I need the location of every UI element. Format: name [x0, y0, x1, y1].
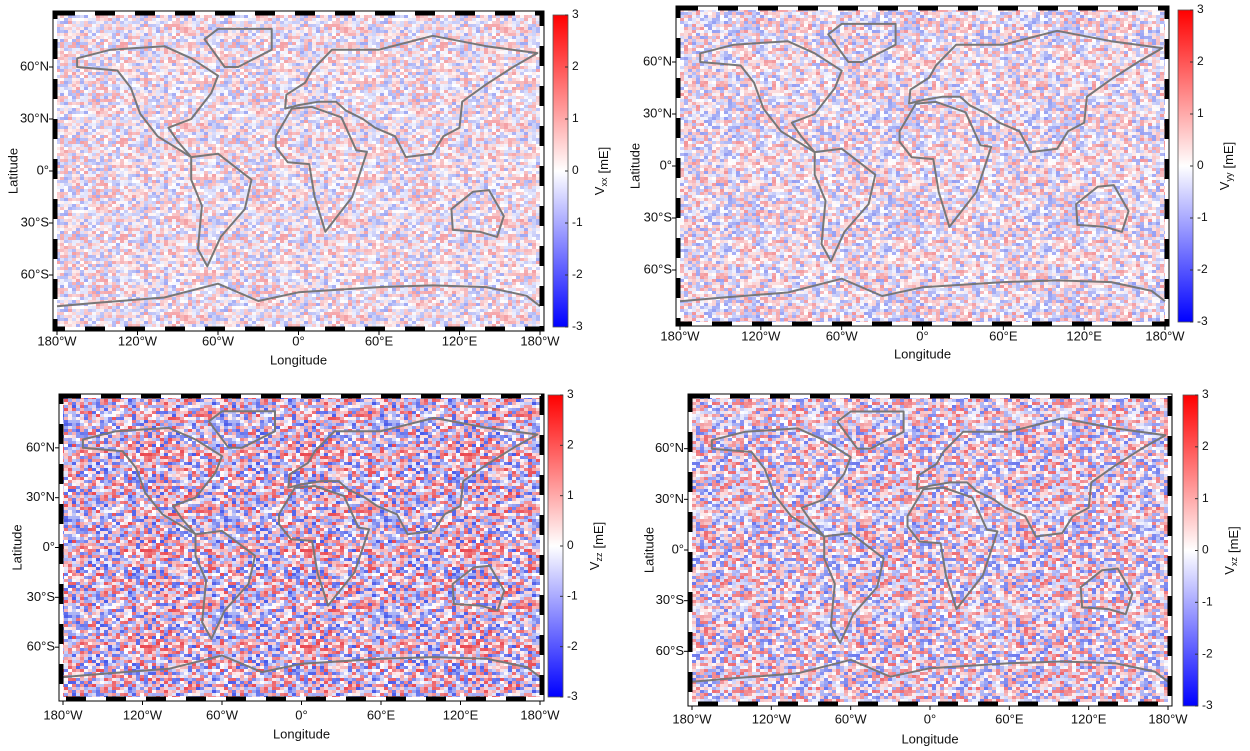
figure: 180°W 120°W 60°W 0° 60°E 120°E 180°W60°N30°N0°… [5, 2, 1241, 746]
